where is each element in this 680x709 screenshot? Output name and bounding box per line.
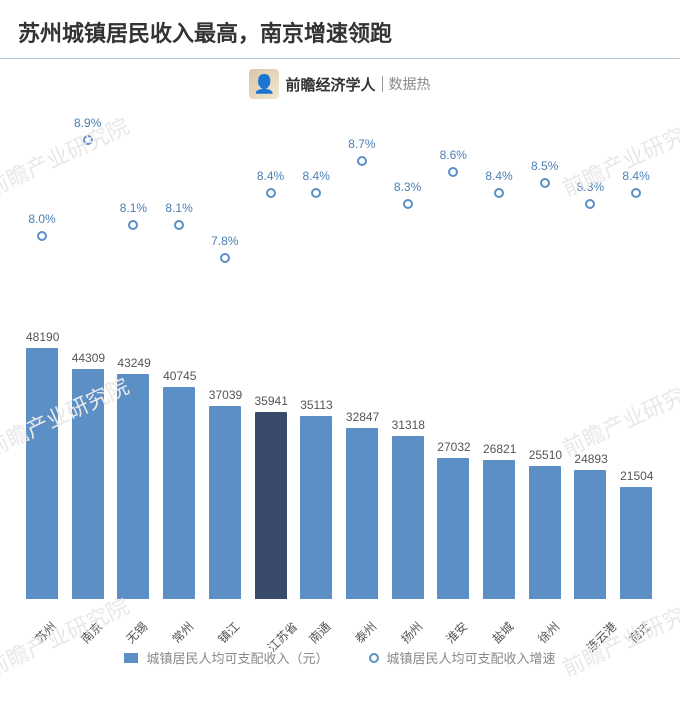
chart-area: 48190 苏州 8.0% 44309 南京 8.9% 43249 无锡 8.1% 40745 常州…: [20, 109, 660, 669]
x-category-label: 常州: [168, 618, 197, 647]
bar-rect: [620, 487, 652, 599]
avatar-icon: 👤: [249, 69, 279, 99]
bar-rect: [529, 466, 561, 599]
bar-rect: [72, 369, 104, 599]
growth-marker: [585, 199, 595, 209]
bar-value-label: 35113: [300, 398, 332, 412]
growth-marker: [311, 188, 321, 198]
x-category-label: 淮安: [442, 618, 471, 647]
bar: 26821: [483, 460, 515, 599]
growth-marker: [540, 178, 550, 188]
x-category-label: 扬州: [397, 618, 426, 647]
bar-value-label: 48190: [26, 330, 58, 344]
bar-rect: [346, 428, 378, 599]
growth-marker: [220, 253, 230, 263]
bar: 31318: [392, 436, 424, 599]
growth-value-label: 8.3%: [394, 180, 421, 194]
bar: 37039: [209, 406, 241, 599]
x-category-label: 苏州: [31, 618, 60, 647]
growth-value-label: 8.4%: [485, 169, 512, 183]
growth-value-label: 8.3%: [577, 180, 604, 194]
bar: 35941: [255, 412, 287, 599]
growth-value-label: 8.1%: [165, 201, 192, 215]
x-category-label: 盐城: [488, 618, 517, 647]
bar-rect: [26, 348, 58, 599]
legend-bar-label: 城镇居民人均可支配收入（元）: [146, 648, 328, 667]
growth-value-label: 8.9%: [74, 116, 101, 130]
bar: 27032: [437, 458, 469, 599]
x-category-label: 泰州: [351, 618, 380, 647]
x-category-label: 南通: [305, 618, 334, 647]
growth-marker: [357, 156, 367, 166]
growth-marker: [631, 188, 641, 198]
growth-marker: [403, 199, 413, 209]
bar-value-label: 32847: [346, 410, 378, 424]
bar-value-label: 44309: [72, 351, 104, 365]
legend-item-marker: 城镇居民人均可支配收入增速: [369, 648, 556, 667]
bar-value-label: 27032: [437, 440, 469, 454]
growth-value-label: 8.1%: [120, 201, 147, 215]
bar-value-label: 31318: [392, 418, 424, 432]
growth-marker: [83, 135, 93, 145]
legend-swatch-circle: [369, 653, 379, 663]
bar-value-label: 43249: [117, 356, 149, 370]
bar-rect: [574, 470, 606, 599]
bar-rect: [117, 374, 149, 599]
growth-value-label: 8.5%: [531, 159, 558, 173]
growth-marker: [266, 188, 276, 198]
x-category-label: 无锡: [122, 618, 151, 647]
growth-marker: [37, 231, 47, 241]
x-category-label: 徐州: [534, 618, 563, 647]
bar-value-label: 40745: [163, 369, 195, 383]
x-category-label: 南京: [77, 618, 106, 647]
x-category-label: 镇江: [214, 618, 243, 647]
bar-value-label: 26821: [483, 442, 515, 456]
growth-marker: [128, 220, 138, 230]
divider: [382, 76, 383, 92]
bar: 48190: [26, 348, 58, 599]
growth-marker: [494, 188, 504, 198]
bar-value-label: 24893: [574, 452, 606, 466]
bar: 21504: [620, 487, 652, 599]
growth-value-label: 8.6%: [440, 148, 467, 162]
bar-value-label: 21504: [620, 469, 652, 483]
bar-value-label: 35941: [255, 394, 287, 408]
bar: 25510: [529, 466, 561, 599]
source-tag: 数据热: [389, 74, 431, 94]
growth-marker: [174, 220, 184, 230]
bar-rect: [437, 458, 469, 599]
bar-value-label: 25510: [529, 448, 561, 462]
source-name: 前瞻经济学人: [285, 74, 375, 95]
bar-rect: [300, 416, 332, 599]
growth-value-label: 8.4%: [257, 169, 284, 183]
legend-swatch-bar: [124, 653, 138, 663]
subtitle-row: 👤 前瞻经济学人 数据热: [0, 69, 680, 99]
bar: 24893: [574, 470, 606, 599]
legend-item-bar: 城镇居民人均可支配收入（元）: [124, 648, 328, 667]
bar-rect: [209, 406, 241, 599]
bar: 44309: [72, 369, 104, 599]
legend-marker-label: 城镇居民人均可支配收入增速: [387, 648, 556, 667]
x-category-label: 宿迁: [625, 618, 654, 647]
bar-value-label: 37039: [209, 388, 241, 402]
bar-rect: [163, 387, 195, 599]
bar: 35113: [300, 416, 332, 599]
growth-value-label: 8.4%: [303, 169, 330, 183]
bar-rect: [483, 460, 515, 599]
bar: 43249: [117, 374, 149, 599]
growth-value-label: 8.7%: [348, 137, 375, 151]
page-title: 苏州城镇居民收入最高，南京增速领跑: [0, 0, 680, 59]
growth-value-label: 7.8%: [211, 234, 238, 248]
bar: 32847: [346, 428, 378, 599]
bar-rect: [392, 436, 424, 599]
growth-marker: [448, 167, 458, 177]
legend: 城镇居民人均可支配收入（元） 城镇居民人均可支配收入增速: [20, 648, 660, 667]
growth-value-label: 8.0%: [28, 212, 55, 226]
bar: 40745: [163, 387, 195, 599]
bar-rect: [255, 412, 287, 599]
growth-value-label: 8.4%: [622, 169, 649, 183]
